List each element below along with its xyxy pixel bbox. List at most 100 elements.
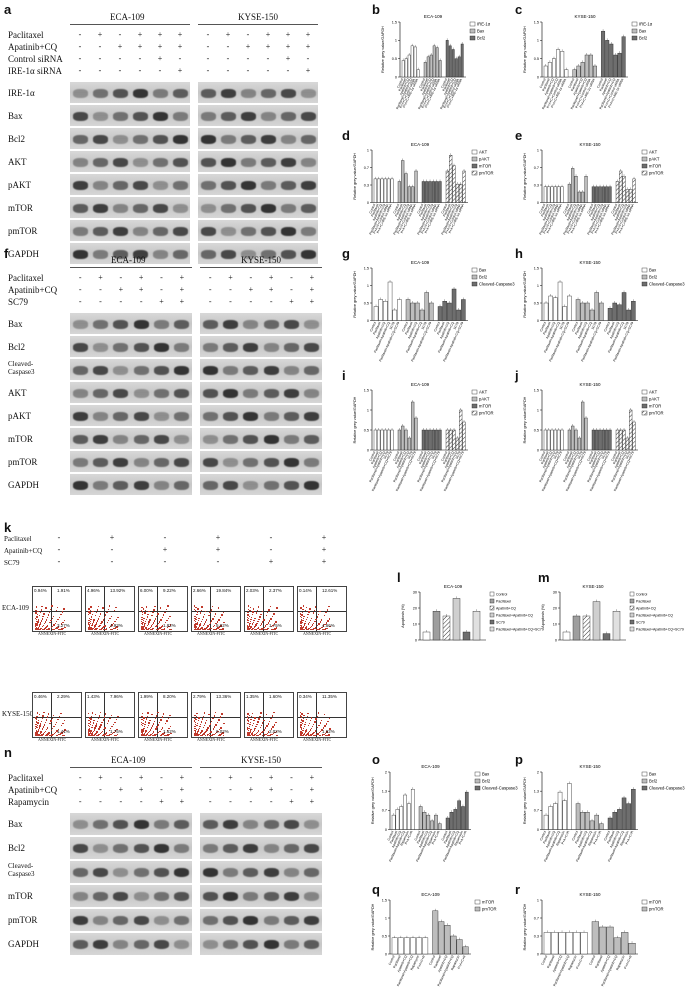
event-dot <box>91 715 93 717</box>
category-tick-label: SC79 <box>625 451 632 460</box>
event-dot <box>217 627 219 629</box>
event-dot <box>202 624 205 627</box>
event-dot <box>310 734 312 736</box>
event-dot <box>60 614 62 616</box>
condition-label: Apatinib+CQ <box>8 285 58 295</box>
event-dot <box>48 628 50 630</box>
event-dot <box>312 735 315 737</box>
treatment-sign: + <box>179 273 185 282</box>
event-dot <box>155 715 158 717</box>
event-dot <box>218 729 221 731</box>
protein-label: mTOR <box>8 433 33 444</box>
category-tick-label: Rapamycin <box>426 830 436 846</box>
blot-strip <box>70 382 192 403</box>
event-dot <box>165 734 168 737</box>
event-dot <box>319 734 321 737</box>
event-dot <box>255 624 257 626</box>
treatment-sign: - <box>266 54 270 63</box>
event-dot <box>313 731 315 733</box>
legend-label: Paclitaxel <box>496 600 511 604</box>
legend-label: IRE-1α <box>639 22 653 27</box>
panel-letter-b: b <box>372 2 380 17</box>
treatment-sign: - <box>246 54 250 63</box>
event-dot <box>43 628 45 631</box>
bar <box>585 812 590 830</box>
event-dot <box>197 734 199 737</box>
protein-label: Bcl2 <box>8 341 25 352</box>
event-dot <box>35 606 38 608</box>
event-dot <box>249 723 251 726</box>
quadrant-line <box>139 717 187 718</box>
event-dot <box>253 619 255 622</box>
event-dot <box>252 628 254 630</box>
event-dot <box>275 627 278 629</box>
event-dot <box>89 721 92 723</box>
y-axis-label: Relative grey value/GAPDH <box>523 396 527 443</box>
event-dot <box>247 616 249 619</box>
blot-band <box>133 892 149 902</box>
bar <box>553 803 558 830</box>
bar <box>580 812 585 830</box>
event-dot <box>41 605 43 608</box>
event-dot <box>300 730 302 732</box>
event-dot <box>158 628 160 630</box>
legend-label: Bax <box>477 29 485 34</box>
event-dot <box>324 725 326 727</box>
event-dot <box>266 623 268 626</box>
event-dot <box>91 712 94 714</box>
event-dot <box>99 613 102 615</box>
category-tick-label: Control <box>368 203 376 214</box>
bar <box>397 299 402 321</box>
bar <box>403 794 407 830</box>
x-axis-label: ANNEXIN-FITC <box>144 737 173 742</box>
event-dot <box>99 628 101 631</box>
bar <box>617 52 622 78</box>
quadrant-value: 0.94% <box>34 588 47 593</box>
event-dot <box>326 609 329 611</box>
quadrant-line <box>86 611 134 612</box>
event-dot <box>247 614 249 616</box>
bar <box>429 54 433 78</box>
treatment-sign: + <box>289 297 294 306</box>
panel-letter-a: a <box>4 2 12 17</box>
event-dot <box>274 731 276 734</box>
category-tick-label: Paclitaxel <box>546 954 556 968</box>
category-tick-label: Control <box>440 450 448 461</box>
event-dot <box>90 730 92 732</box>
event-dot <box>325 734 327 737</box>
blot-band <box>263 434 279 444</box>
event-dot <box>269 734 272 736</box>
event-dot <box>195 734 198 736</box>
legend-swatch <box>641 281 648 287</box>
event-dot <box>217 607 220 609</box>
event-dot <box>201 730 203 732</box>
event-dot <box>88 614 90 616</box>
event-dot <box>55 734 57 737</box>
treatment-sign: + <box>137 42 143 51</box>
x-axis-label: ANNEXIN-FITC <box>91 631 120 636</box>
blot-band <box>222 892 239 902</box>
treatment-sign: - <box>110 557 114 566</box>
blot-band <box>132 249 148 259</box>
event-dot <box>60 724 63 727</box>
blot-strip <box>200 885 322 907</box>
event-dot <box>88 722 90 724</box>
event-dot <box>251 724 254 727</box>
treatment-sign: - <box>78 773 82 782</box>
event-dot <box>218 719 220 721</box>
bar <box>621 932 629 955</box>
blot-band <box>113 868 129 878</box>
y-axis-label: Relative grey value/GAPDH <box>371 777 375 824</box>
category-tick-label: Control <box>610 450 618 461</box>
event-dot <box>114 721 116 723</box>
blot-band <box>92 111 108 121</box>
treatment-sign: + <box>309 797 315 806</box>
category-tick-label: Apatinib+CQ <box>552 954 564 973</box>
event-dot <box>165 608 168 611</box>
treatment-sign: - <box>290 785 293 794</box>
protein-label: pAKT <box>8 179 31 190</box>
event-dot <box>265 733 267 735</box>
bar <box>434 814 438 830</box>
treatment-sign: + <box>137 30 143 39</box>
event-dot <box>264 628 266 631</box>
